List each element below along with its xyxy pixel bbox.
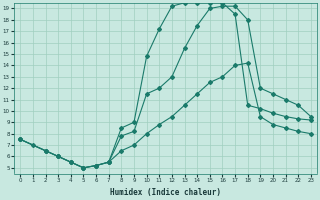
X-axis label: Humidex (Indice chaleur): Humidex (Indice chaleur) (110, 188, 221, 197)
